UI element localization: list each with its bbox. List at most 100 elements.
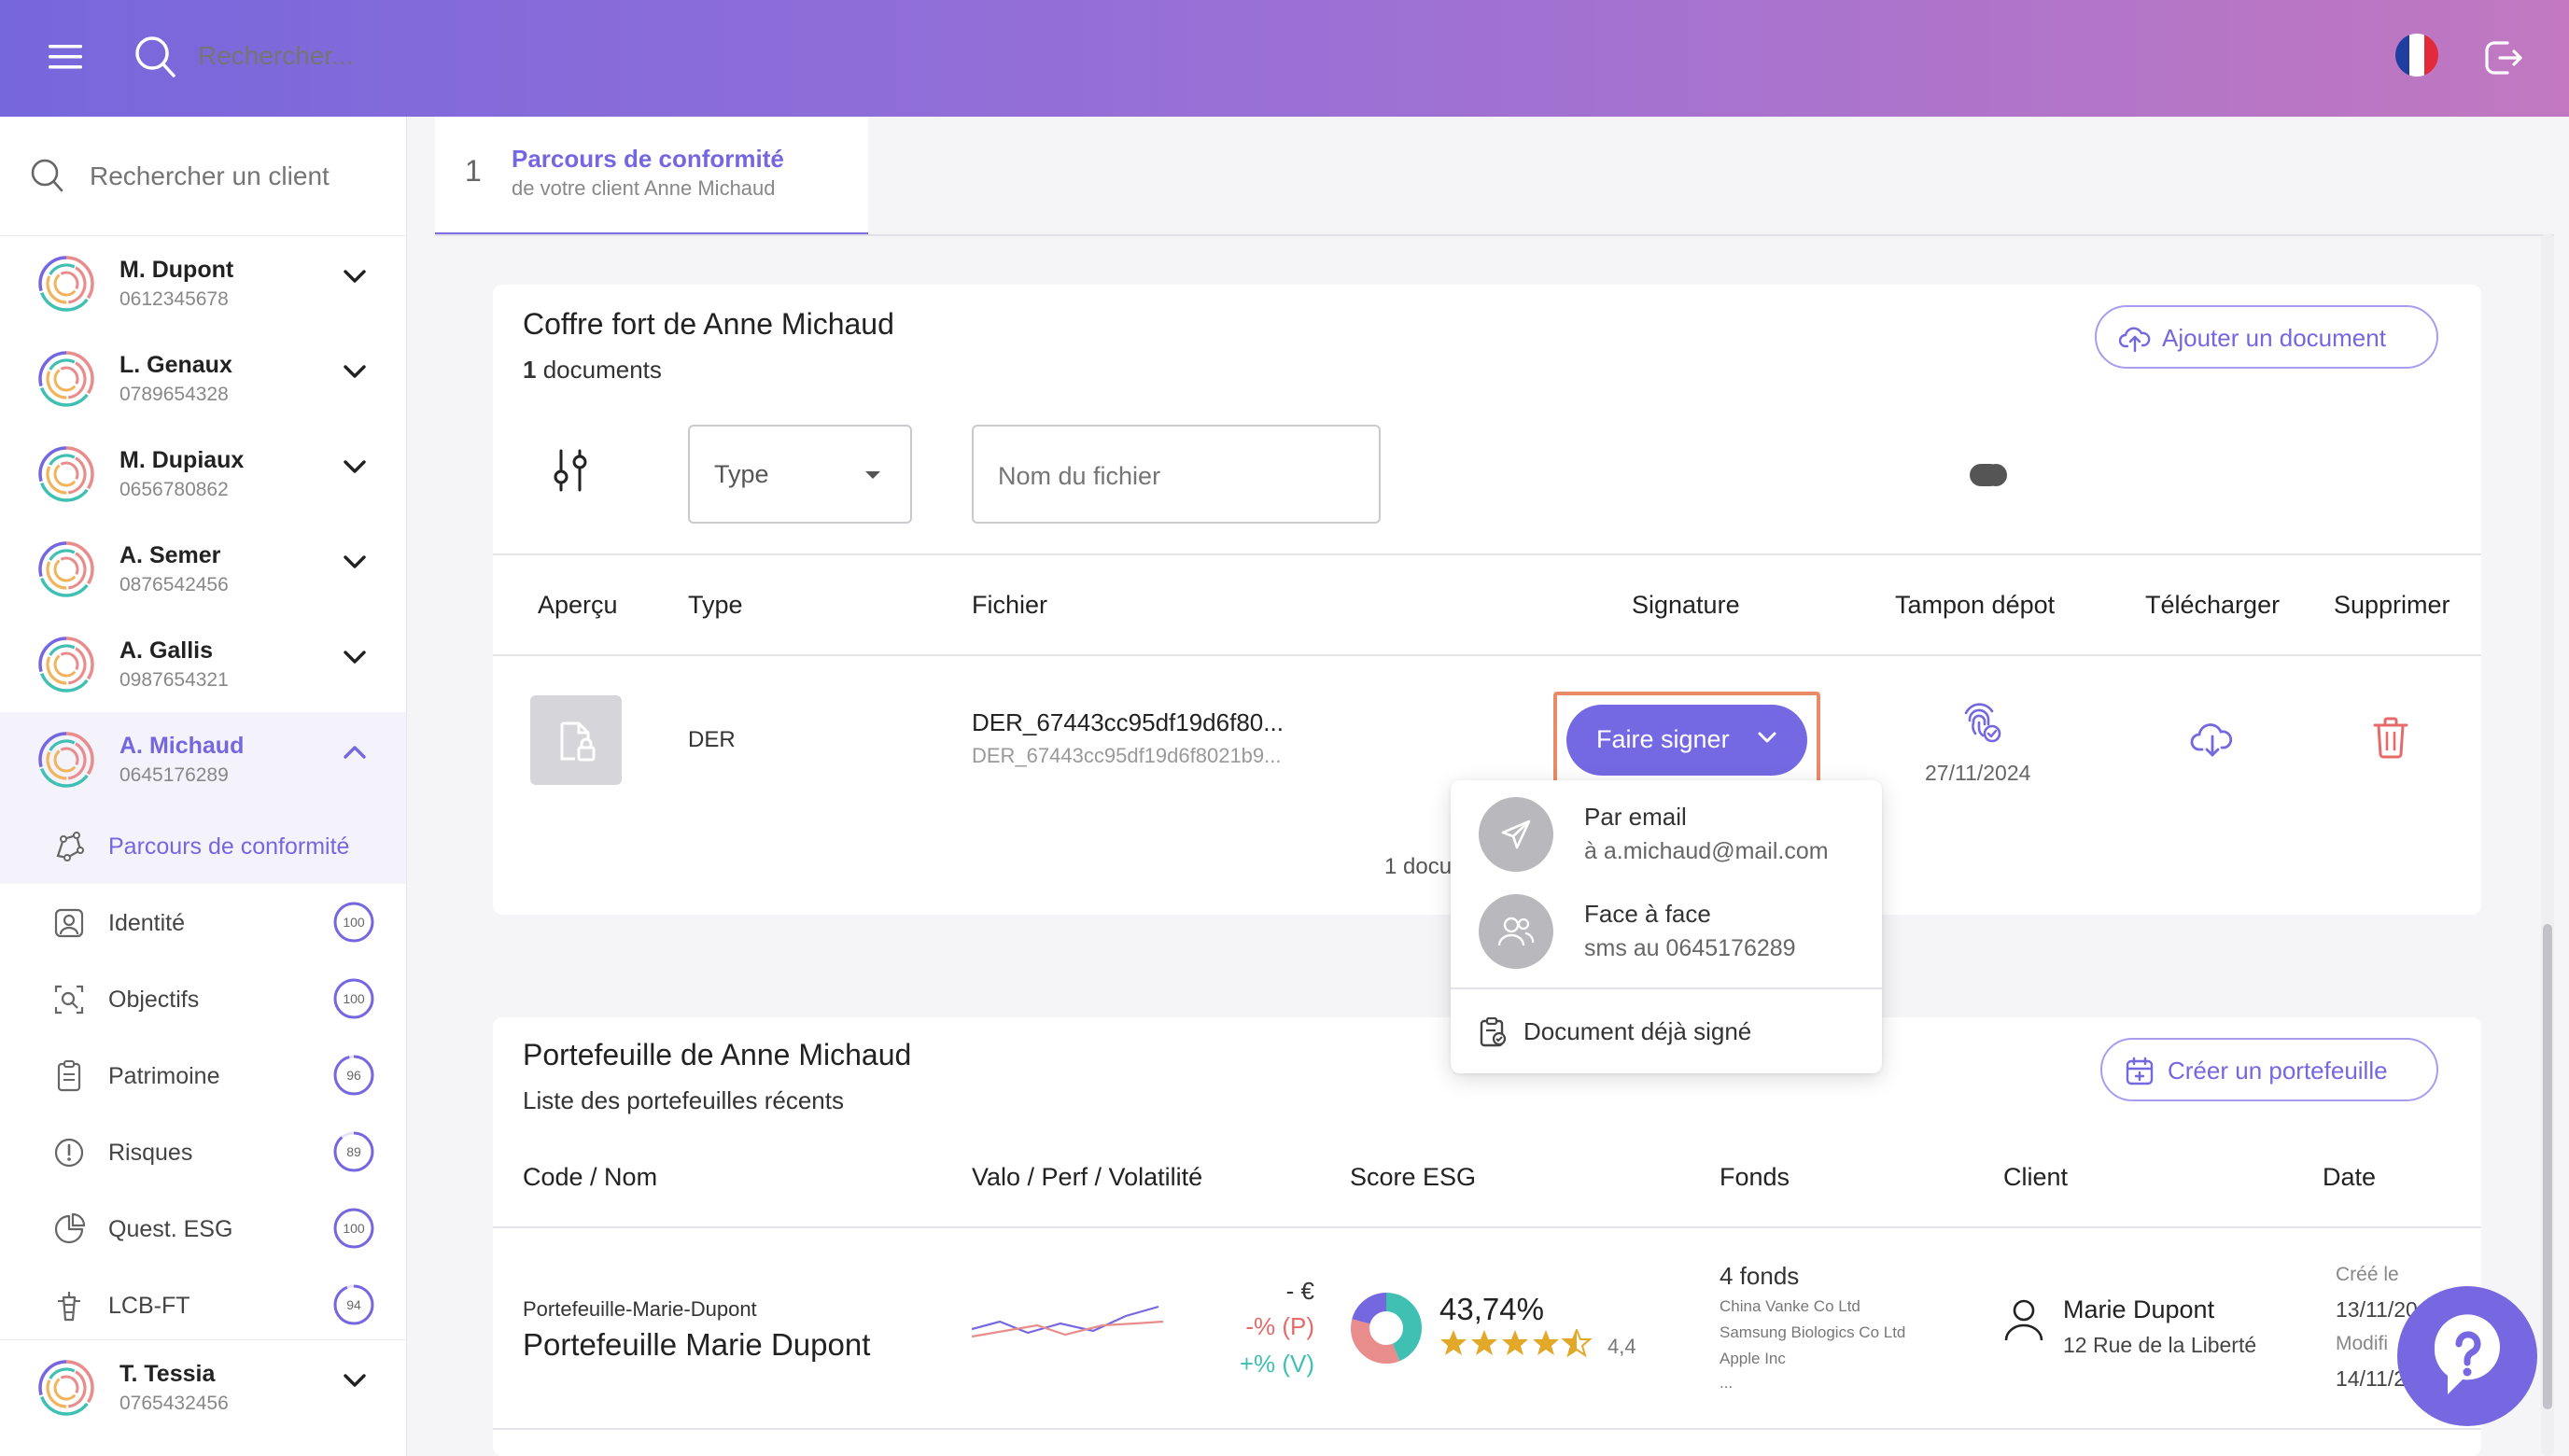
toggle-switch[interactable]	[1970, 460, 2009, 490]
client-search-input[interactable]	[90, 161, 388, 191]
sign-option-face-to-face[interactable]: Face à face sms au 0645176289	[1451, 877, 1882, 974]
client-search[interactable]	[0, 117, 406, 236]
main-scroll-thumb[interactable]	[2543, 924, 2552, 1409]
divider	[1451, 987, 1882, 989]
client-name: T. Tessia	[119, 1361, 216, 1387]
client-name: A. Semer	[119, 542, 221, 568]
tab-divider	[435, 234, 2554, 236]
search-icon[interactable]	[134, 35, 175, 78]
add-document-button[interactable]: Ajouter un document	[2095, 305, 2438, 369]
col-header-valo: Valo / Perf / Volatilité	[972, 1163, 1203, 1191]
global-search-input[interactable]	[198, 41, 665, 71]
row-file-name[interactable]: DER_67443cc95df19d6f80...	[972, 708, 1284, 736]
client-item[interactable]: T. Tessia 0765432456	[0, 1339, 406, 1435]
completion-score: 100	[343, 1221, 365, 1236]
fund-item: Samsung Biologics Co Ltd	[1720, 1323, 1906, 1341]
sign-menu: Par email à a.michaud@mail.com Face à fa…	[1451, 780, 1882, 1073]
portfolio-add-icon	[2125, 1057, 2155, 1086]
chevron-down-icon[interactable]	[342, 1372, 368, 1389]
paper-plane-icon	[1499, 818, 1533, 851]
sign-option-already-signed[interactable]: Document déjà signé	[1451, 989, 1882, 1073]
cloud-download-icon[interactable]	[2190, 720, 2235, 759]
target-search-icon	[52, 983, 86, 1016]
sidebar-item-objectifs[interactable]: Objectifs 100	[0, 960, 406, 1037]
logout-icon[interactable]	[2483, 37, 2524, 78]
chevron-up-icon[interactable]	[342, 744, 368, 761]
sidebar-item-label: Parcours de conformité	[108, 833, 350, 860]
esg-percent: 43,74%	[1439, 1292, 1544, 1326]
completion-score-ring	[332, 1207, 375, 1250]
help-button[interactable]	[2397, 1286, 2537, 1426]
top-bar	[0, 0, 2569, 117]
client-item[interactable]: M. Dupiaux 0656780862	[0, 427, 406, 522]
menu-icon[interactable]	[49, 43, 82, 71]
step-title: Parcours de conformité	[512, 145, 784, 173]
document-count: 1 documents	[523, 356, 662, 384]
client-item[interactable]: A. Gallis 0987654321	[0, 617, 406, 712]
fingerprint-stamp-icon[interactable]	[1958, 700, 2001, 743]
tab-parcours-conformite[interactable]: 1 Parcours de conformité de votre client…	[435, 117, 868, 236]
client-item[interactable]: A. Semer 0876542456	[0, 522, 406, 617]
chevron-down-icon[interactable]	[342, 363, 368, 380]
divider	[493, 553, 2481, 555]
completion-score-ring	[332, 977, 375, 1020]
portfolio-name[interactable]: Portefeuille Marie Dupont	[523, 1327, 871, 1362]
portfolio-vol: +% (V)	[1239, 1350, 1314, 1378]
sidebar-item-patrimoine[interactable]: Patrimoine 96	[0, 1037, 406, 1113]
client-score-ring	[37, 1359, 95, 1417]
sidebar-item-lcb-ft[interactable]: LCB-FT 94	[0, 1267, 406, 1343]
col-header-client: Client	[2003, 1163, 2069, 1191]
document-preview[interactable]	[530, 695, 622, 785]
sign-dropdown-button[interactable]: Faire signer	[1566, 705, 1807, 776]
tower-icon	[52, 1289, 86, 1323]
create-portfolio-button[interactable]: Créer un portefeuille	[2100, 1038, 2438, 1101]
esg-rating: 4,4	[1607, 1335, 1636, 1358]
file-lock-icon	[558, 720, 596, 763]
chevron-down-icon[interactable]	[342, 649, 368, 665]
client-item[interactable]: L. Genaux 0789654328	[0, 331, 406, 427]
portfolio-title: Portefeuille de Anne Michaud	[523, 1038, 912, 1071]
stamp-date: 27/11/2024	[1925, 761, 2031, 785]
sign-option-email[interactable]: Par email à a.michaud@mail.com	[1451, 780, 1882, 877]
trash-icon[interactable]	[2373, 716, 2408, 759]
chevron-down-icon[interactable]	[342, 268, 368, 285]
sign-face-sub: sms au 0645176289	[1584, 935, 1796, 961]
face-avatar	[1479, 894, 1553, 969]
chevron-down-icon	[1757, 731, 1777, 744]
col-header-date: Date	[2323, 1163, 2377, 1191]
created-date: 13/11/20	[2336, 1297, 2418, 1322]
client-phone: 0789654328	[119, 384, 229, 405]
completion-score-ring	[332, 1283, 375, 1326]
esg-donut	[1350, 1292, 1423, 1365]
client-name: Marie Dupont	[2063, 1295, 2215, 1323]
client-score-ring	[37, 445, 95, 503]
sidebar-item-label: Risques	[108, 1140, 193, 1166]
client-item[interactable]: A. Michaud 0645176289	[0, 712, 406, 807]
main-scrollbar[interactable]	[2541, 233, 2554, 1456]
sidebar-item-parcours[interactable]: Parcours de conformité	[0, 807, 406, 884]
col-header-download: Télécharger	[2145, 591, 2281, 619]
client-name: M. Dupiaux	[119, 447, 245, 473]
alert-circle-icon	[52, 1136, 86, 1169]
completion-score-ring	[332, 1054, 375, 1097]
modified-date: 14/11/2	[2336, 1366, 2407, 1391]
fund-item: ...	[1720, 1374, 1734, 1392]
caret-down-icon	[863, 469, 882, 481]
sidebar-item-label: Quest. ESG	[108, 1216, 233, 1242]
step-number: 1	[465, 154, 482, 188]
portfolio-perf: -% (P)	[1245, 1312, 1314, 1340]
file-name-input[interactable]	[998, 462, 1353, 491]
type-select[interactable]: Type	[688, 425, 912, 524]
filter-sliders-icon[interactable]	[551, 449, 590, 492]
users-icon	[1497, 915, 1535, 948]
question-mark-icon	[2427, 1310, 2507, 1404]
chevron-down-icon[interactable]	[342, 458, 368, 475]
vault-card: Coffre fort de Anne Michaud 1 documents …	[493, 285, 2481, 915]
client-item[interactable]: M. Dupont 0612345678	[0, 236, 406, 331]
flag-fr-icon[interactable]	[2395, 34, 2438, 77]
sidebar-item-quest-esg[interactable]: Quest. ESG 100	[0, 1190, 406, 1267]
sidebar-item-risques[interactable]: Risques 89	[0, 1113, 406, 1190]
chevron-down-icon[interactable]	[342, 553, 368, 570]
file-name-field[interactable]	[972, 425, 1381, 524]
sidebar-item-identite[interactable]: Identité 100	[0, 884, 406, 960]
